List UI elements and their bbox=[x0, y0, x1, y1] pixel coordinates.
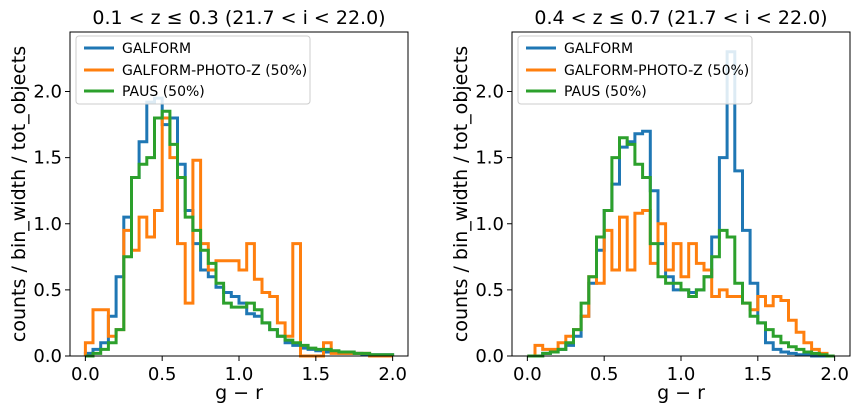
legend-label: GALFORM-PHOTO-Z (50%) bbox=[122, 63, 307, 79]
y-tick-label: 1.0 bbox=[475, 214, 504, 235]
x-tick-label: 0.5 bbox=[148, 364, 177, 385]
y-tick-label: 2.0 bbox=[475, 82, 504, 103]
legend: GALFORM GALFORM-PHOTO-Z (50%) PAUS (50%) bbox=[75, 35, 311, 105]
legend-frame bbox=[517, 35, 753, 105]
x-axis-ticks: 0.0 0.5 1.0 1.5 2.0 bbox=[513, 356, 849, 385]
x-axis-label: g − r bbox=[215, 382, 263, 404]
y-tick-label: 0.0 bbox=[475, 346, 504, 367]
panel-right: 0.4 < z ≤ 0.7 (21.7 < i < 22.0) 0.0 0.5 1.… bbox=[450, 7, 851, 404]
y-tick-label: 1.5 bbox=[475, 148, 504, 169]
chart-title: 0.4 < z ≤ 0.7 (21.7 < i < 22.0) bbox=[534, 7, 827, 29]
y-axis-label: counts / bin_width / tot_objects bbox=[450, 46, 472, 342]
panel-left: 0.1 < z ≤ 0.3 (21.7 < i < 22.0) 0.0 0.5 1.… bbox=[8, 7, 409, 404]
legend-label: GALFORM bbox=[564, 41, 633, 57]
x-axis-ticks: 0.0 0.5 1.0 1.5 2.0 bbox=[71, 356, 407, 385]
x-tick-label: 0.5 bbox=[590, 364, 619, 385]
y-tick-label: 0.5 bbox=[475, 280, 504, 301]
series-paus-50 bbox=[85, 109, 395, 358]
legend-label: PAUS (50%) bbox=[122, 84, 205, 100]
x-tick-label: 2.0 bbox=[820, 364, 849, 385]
y-tick-label: 0.0 bbox=[33, 346, 62, 367]
y-axis-ticks: 0.0 0.5 1.0 1.5 2.0 bbox=[33, 82, 70, 367]
legend-label: GALFORM-PHOTO-Z (50%) bbox=[564, 63, 749, 79]
y-tick-label: 0.5 bbox=[33, 280, 62, 301]
series-layer bbox=[83, 96, 395, 358]
chart-title: 0.1 < z ≤ 0.3 (21.7 < i < 22.0) bbox=[92, 7, 385, 29]
legend-frame bbox=[75, 35, 311, 105]
x-tick-label: 1.0 bbox=[225, 364, 254, 385]
legend: GALFORM GALFORM-PHOTO-Z (50%) PAUS (50%) bbox=[517, 35, 753, 105]
x-tick-label: 2.0 bbox=[378, 364, 407, 385]
series-paus-50 bbox=[527, 136, 835, 358]
x-axis-label: g − r bbox=[657, 382, 705, 404]
x-tick-label: 0.0 bbox=[71, 364, 100, 385]
x-tick-label: 1.0 bbox=[667, 364, 696, 385]
y-axis-ticks: 0.0 0.5 1.0 1.5 2.0 bbox=[475, 82, 512, 367]
x-tick-label: 1.5 bbox=[743, 364, 772, 385]
y-tick-label: 2.0 bbox=[33, 82, 62, 103]
legend-label: PAUS (50%) bbox=[564, 84, 647, 100]
series-layer bbox=[527, 50, 835, 358]
y-tick-label: 1.0 bbox=[33, 214, 62, 235]
x-tick-label: 0.0 bbox=[513, 364, 542, 385]
y-axis-label: counts / bin_width / tot_objects bbox=[8, 46, 30, 342]
x-tick-label: 1.5 bbox=[301, 364, 330, 385]
y-tick-label: 1.5 bbox=[33, 148, 62, 169]
legend-label: GALFORM bbox=[122, 41, 191, 57]
